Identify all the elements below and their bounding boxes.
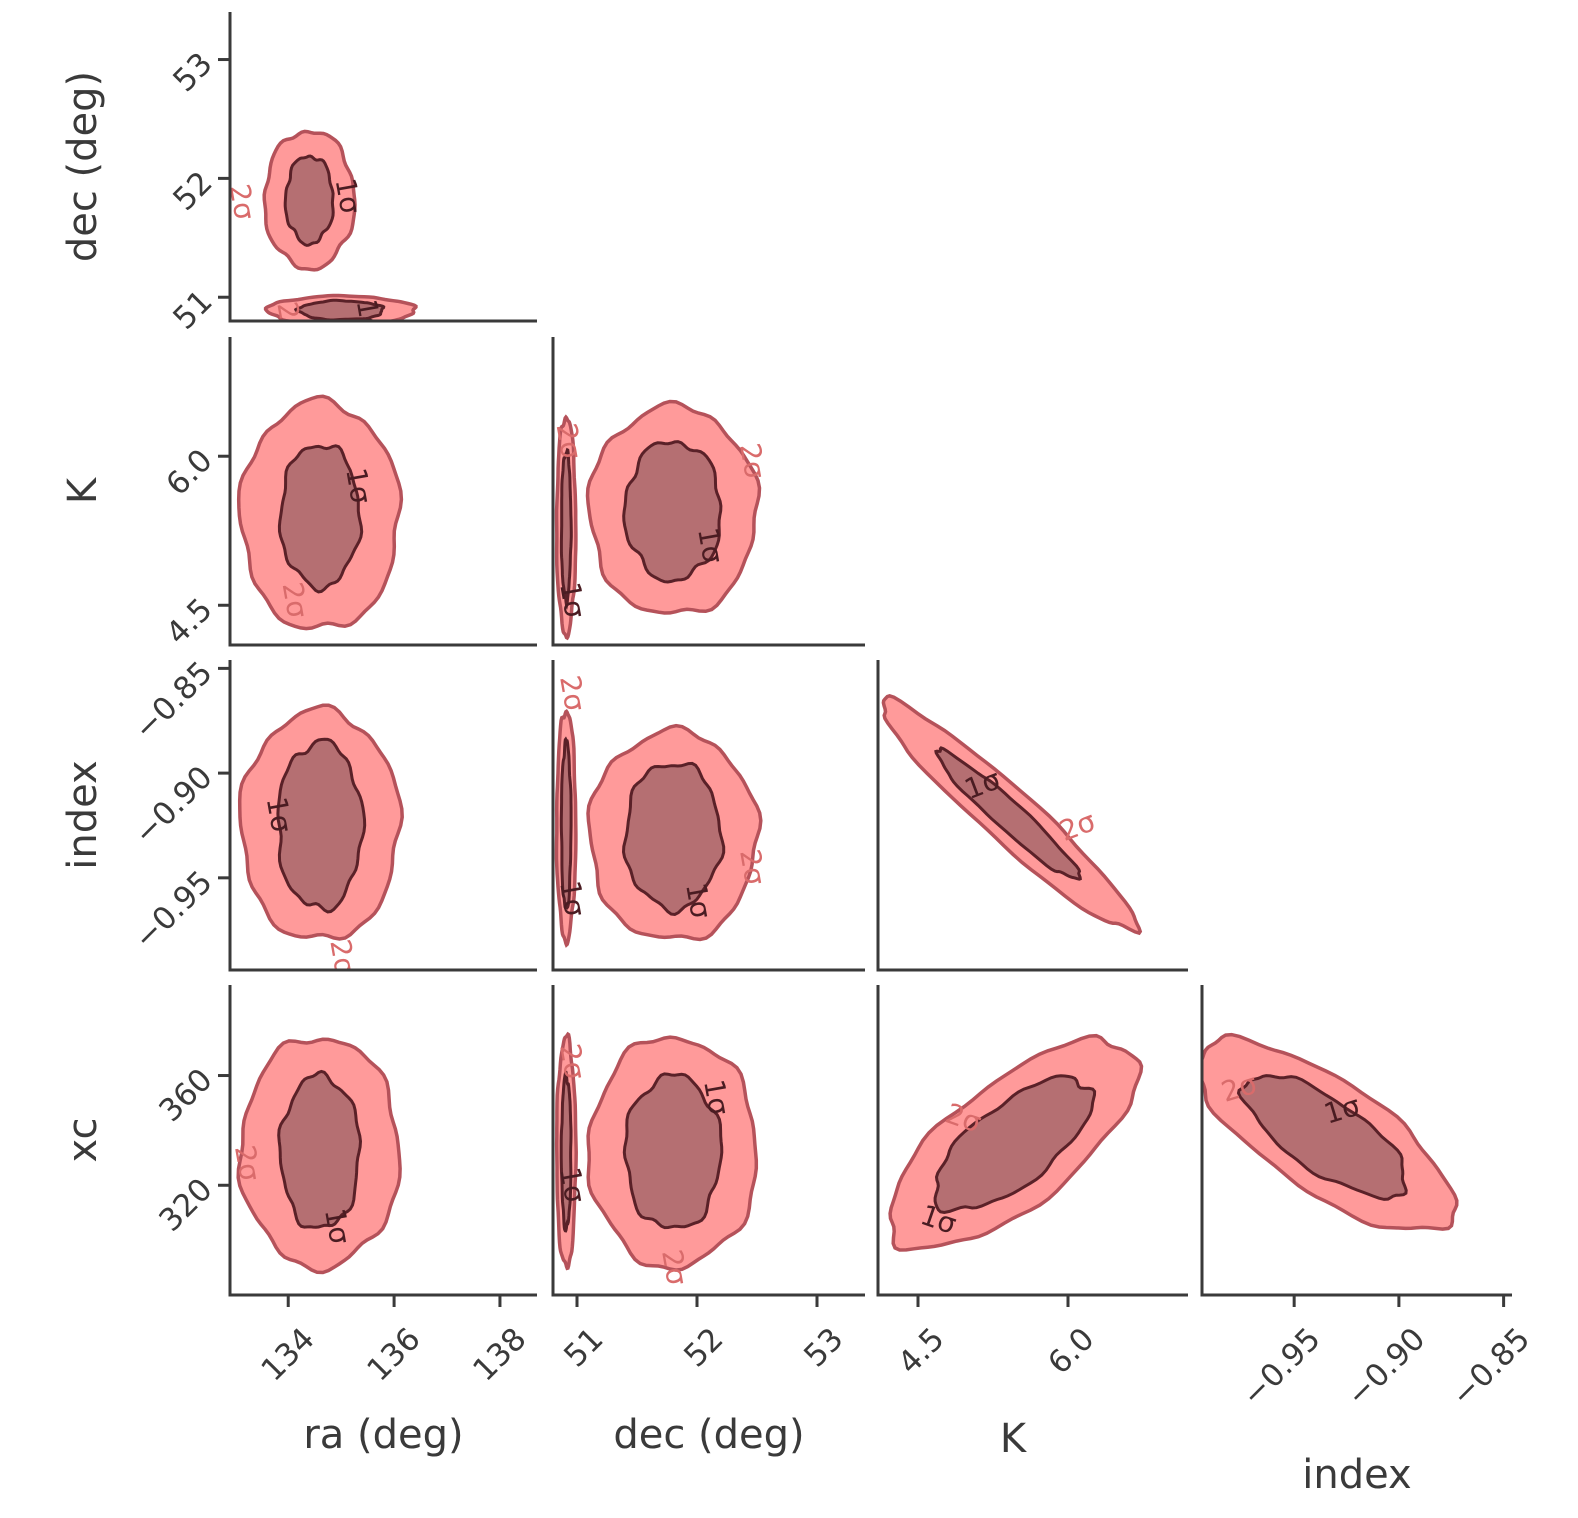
- level-label-1sigma: 1σ: [679, 880, 718, 921]
- panel-ra-vs-xc: 2σ 1σ: [228, 985, 537, 1297]
- level-label-1sigma: 1σ: [553, 1165, 592, 1206]
- y-tick-label-dec: 51: [166, 283, 219, 336]
- x-tick-label-index: −0.85: [1444, 1321, 1537, 1414]
- panel-ra-vs-index: 2σ 1σ: [228, 660, 537, 978]
- level-label-2sigma: 2σ: [553, 1041, 592, 1082]
- y-tick-label-xc: 320: [152, 1171, 219, 1238]
- contour-1sigma: [283, 154, 335, 247]
- panel-ra-vs-K: 2σ 1σ: [228, 337, 537, 647]
- panel-dec-vs-xc: 2σ 1σ 2σ 1σ: [551, 985, 865, 1297]
- level-label-1sigma: 1σ: [691, 525, 730, 566]
- level-label-1sigma: 1σ: [350, 297, 389, 338]
- axis-spine: [1200, 985, 1512, 1297]
- level-label-2sigma: 2σ: [733, 847, 772, 888]
- level-label-1sigma: 1σ: [339, 465, 378, 506]
- level-label-2sigma: 2σ: [276, 580, 315, 621]
- contour-1sigma: [277, 1069, 363, 1229]
- contour-1sigma: [933, 1074, 1097, 1215]
- level-label-2sigma: 2σ: [323, 937, 362, 978]
- x-tick-label-K: 4.5: [891, 1321, 951, 1381]
- level-label-2sigma: 2σ: [228, 1143, 267, 1184]
- contour-1sigma: [1236, 1074, 1408, 1201]
- level-label-2sigma: 2σ: [550, 421, 589, 462]
- level-label-2sigma: 2σ: [223, 182, 262, 223]
- y-tick-label-dec: 52: [166, 165, 219, 218]
- y-tick-label-index: −0.85: [127, 655, 220, 748]
- contour-1sigma: [622, 440, 723, 584]
- y-axis-label-index: index: [60, 760, 106, 869]
- x-axis-label-ra: ra (deg): [303, 1412, 463, 1458]
- x-tick-label-ra: 138: [466, 1321, 533, 1388]
- level-label-2sigma: 2σ: [733, 441, 772, 482]
- x-tick-label-ra: 136: [360, 1321, 427, 1388]
- axis-spine: [228, 985, 537, 1297]
- x-tick-label-index: −0.95: [1235, 1321, 1328, 1414]
- y-tick-label-xc: 360: [152, 1062, 219, 1129]
- contour-1sigma: [559, 736, 573, 912]
- level-label-1sigma: 1σ: [553, 878, 592, 919]
- contour-1sigma: [934, 746, 1082, 881]
- panel-ra-vs-dec: 2σ 1σ 2σ 1σ: [223, 12, 537, 340]
- y-axis-label-xc: xc: [60, 1118, 106, 1163]
- x-tick-label-ra: 134: [254, 1321, 321, 1388]
- y-axis-label-K: K: [60, 476, 106, 504]
- x-tick-label-dec: 53: [797, 1321, 850, 1374]
- axis-spine: [876, 985, 1188, 1297]
- axis-spine: [876, 660, 1188, 972]
- level-label-1sigma: 1σ: [697, 1077, 736, 1118]
- y-tick-label-K: 4.5: [159, 591, 219, 651]
- contour-1sigma: [277, 444, 364, 594]
- axis-spine: [228, 660, 537, 972]
- axis-spine: [228, 12, 537, 323]
- contour-1sigma: [559, 1070, 573, 1233]
- level-label-2sigma: 2σ: [553, 673, 592, 714]
- panel-dec-vs-K: 2σ 1σ 2σ 1σ: [550, 337, 865, 647]
- y-tick-label-K: 6.0: [159, 442, 219, 502]
- x-tick-label-dec: 52: [677, 1321, 730, 1374]
- contour-1sigma: [621, 761, 726, 917]
- axis-spine: [551, 337, 865, 647]
- x-tick-label-dec: 51: [557, 1321, 610, 1374]
- x-tick-label-index: −0.90: [1340, 1321, 1433, 1414]
- level-label-1sigma: 1σ: [260, 794, 299, 835]
- level-label-1sigma: 1σ: [553, 580, 592, 621]
- level-label-1sigma: 1σ: [318, 1206, 357, 1247]
- x-axis-label-K: K: [1000, 1416, 1028, 1462]
- y-tick-label-index: −0.90: [127, 759, 220, 852]
- x-axis-label-index: index: [1302, 1452, 1411, 1498]
- contour-1sigma: [622, 1072, 724, 1230]
- x-tick-label-K: 6.0: [1041, 1321, 1101, 1381]
- x-axis-label-dec: dec (deg): [613, 1412, 804, 1458]
- level-label-1sigma: 1σ: [329, 176, 368, 217]
- y-tick-label-dec: 53: [166, 46, 219, 99]
- level-label-2sigma: 2σ: [270, 299, 309, 340]
- panel-dec-vs-index: 2σ 1σ 2σ 1σ: [551, 660, 865, 972]
- y-axis-label-dec: dec (deg): [60, 71, 106, 262]
- level-label-2sigma: 2σ: [655, 1247, 694, 1288]
- axis-spine: [551, 985, 865, 1297]
- contour-1sigma: [276, 737, 367, 914]
- contour-1sigma: [559, 447, 573, 610]
- axis-spine: [228, 337, 537, 647]
- contour-1sigma: [293, 298, 386, 321]
- y-tick-label-index: −0.95: [127, 864, 220, 957]
- axis-spine: [551, 660, 865, 972]
